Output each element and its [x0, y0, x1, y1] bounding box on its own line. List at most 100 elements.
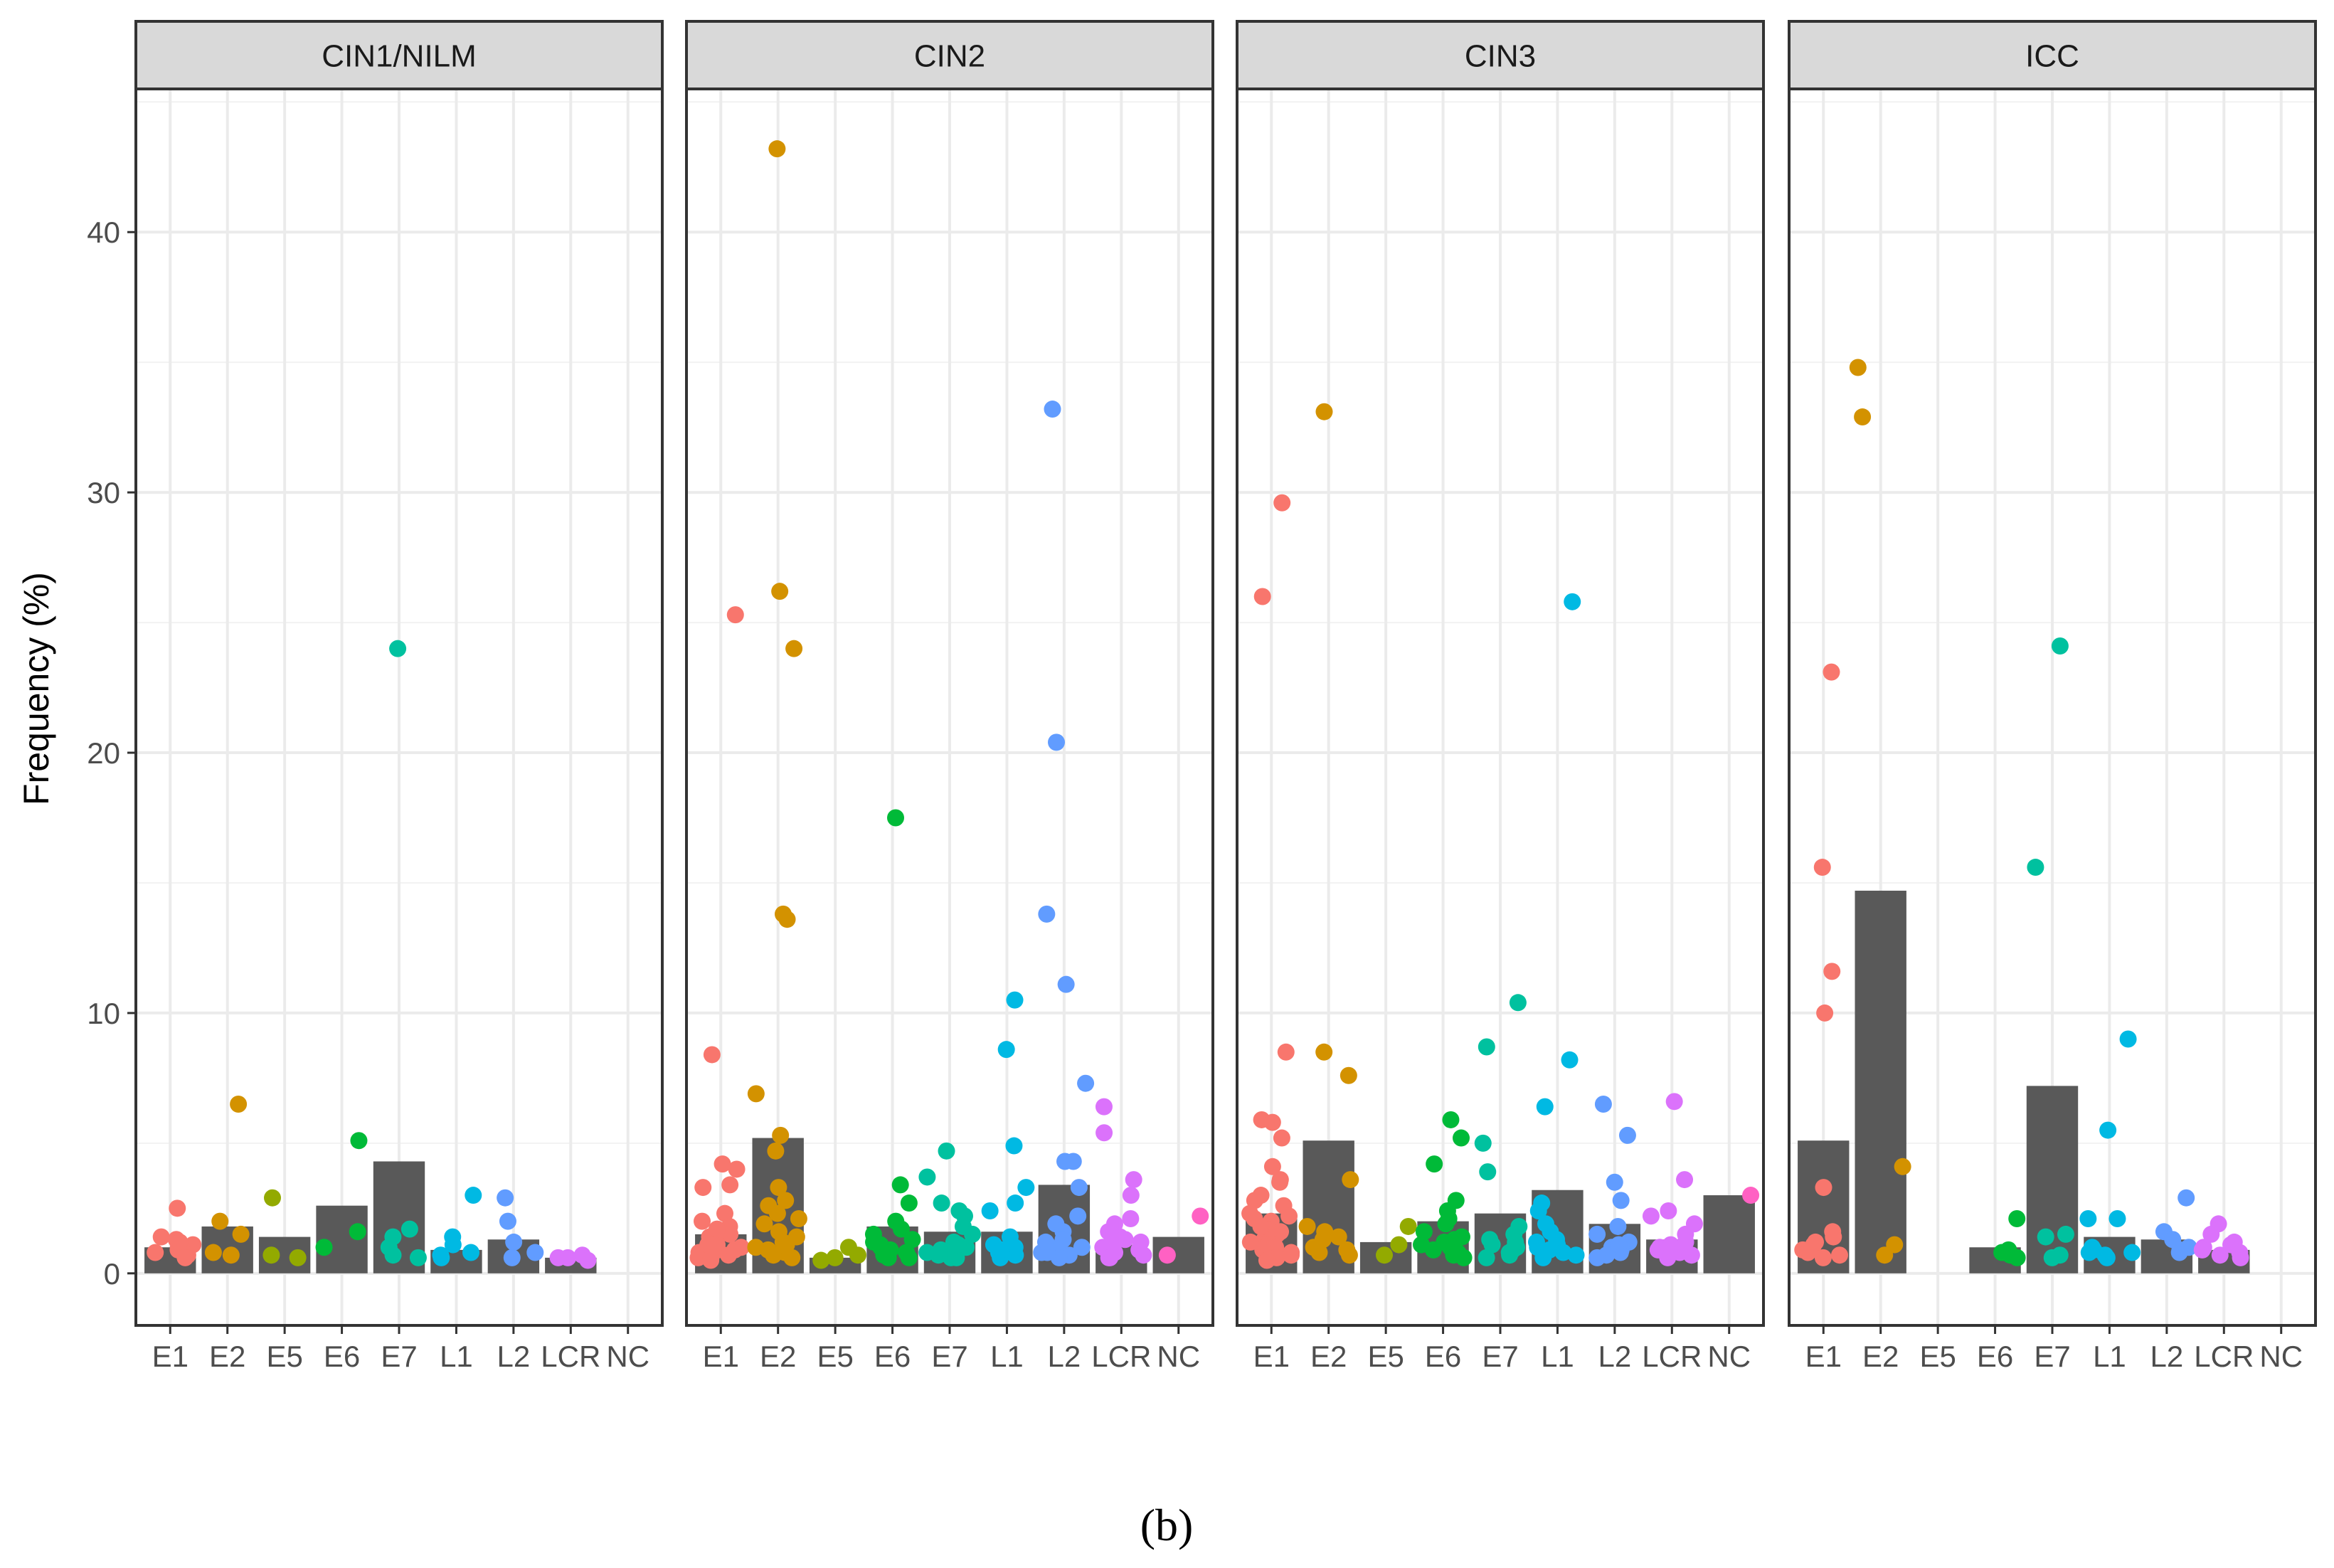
point-E1	[716, 1204, 734, 1222]
x-tick-label: E1	[152, 1340, 189, 1373]
point-E1	[703, 1046, 721, 1064]
point-E7	[1483, 1236, 1501, 1254]
point-LCR	[1682, 1246, 1700, 1264]
point-E5	[262, 1246, 280, 1264]
point-L1	[1005, 1137, 1023, 1155]
point-L1	[1567, 1246, 1585, 1264]
point-L2	[1588, 1249, 1606, 1266]
point-E2	[1876, 1246, 1894, 1264]
point-E1	[699, 1236, 717, 1254]
point-E1	[1253, 588, 1271, 605]
point-L1	[1529, 1202, 1547, 1220]
point-E5	[263, 1189, 281, 1207]
panel-cin2: CIN2 E1 E2 E5 E6 E7 L1 L2 LCR NC	[685, 20, 1214, 1373]
point-E7	[1509, 994, 1527, 1012]
point-E2	[790, 1209, 807, 1227]
point-L2	[1618, 1126, 1636, 1144]
point-LCR	[579, 1251, 597, 1269]
point-E7	[401, 1220, 418, 1238]
point-E1	[1258, 1251, 1275, 1269]
y-tick-label: 0	[104, 1257, 120, 1291]
point-LCR	[559, 1249, 577, 1266]
point-E2	[785, 640, 803, 657]
point-L2	[1073, 1239, 1091, 1256]
point-E6	[1426, 1155, 1443, 1173]
point-L1	[1527, 1233, 1545, 1251]
x-tick-label: E7	[931, 1340, 967, 1373]
x-tick-label: E7	[1482, 1340, 1518, 1373]
point-L1	[1017, 1179, 1035, 1197]
x-tick-label: NC	[1707, 1340, 1751, 1373]
point-E2	[1315, 1043, 1333, 1061]
point-E1	[1277, 1043, 1295, 1061]
x-tick-label: E2	[1862, 1340, 1899, 1373]
point-E2	[770, 1179, 787, 1197]
point-LCR	[1659, 1249, 1677, 1266]
point-LCR	[1135, 1246, 1152, 1264]
point-E2	[222, 1246, 240, 1264]
point-E7	[2043, 1249, 2061, 1266]
x-tick-label: E5	[817, 1340, 853, 1373]
strip-title: CIN3	[1465, 39, 1536, 74]
point-L1	[462, 1244, 480, 1261]
point-E1	[1814, 1249, 1832, 1266]
figure-caption: (b)	[1140, 1500, 1194, 1550]
point-E6	[315, 1239, 333, 1256]
point-E2	[783, 1249, 801, 1266]
y-tick-label: 40	[87, 216, 120, 249]
x-tick-label: E6	[1977, 1340, 2013, 1373]
y-axis-title: Frequency (%)	[16, 572, 56, 805]
bar-E2	[1855, 890, 1906, 1273]
x-tick-label: E5	[1919, 1340, 1956, 1373]
point-LCR	[2193, 1241, 2211, 1259]
x-tick-label: NC	[1157, 1340, 1200, 1373]
point-E1	[708, 1220, 726, 1238]
strip-title: CIN1/NILM	[322, 39, 477, 74]
point-E5	[1390, 1236, 1408, 1254]
point-L1	[1007, 1194, 1024, 1212]
point-E1	[169, 1199, 186, 1217]
point-E7	[1478, 1038, 1495, 1056]
point-E7	[389, 640, 407, 657]
point-L1	[2080, 1244, 2098, 1261]
y-axis: 0 10 20 30 40	[87, 216, 136, 1291]
bar-NC	[1703, 1195, 1755, 1273]
panel-cin1-nilm: CIN1/NILM E1 E2 E5 E6 E7 L1 L2 LCR NC	[134, 20, 664, 1373]
point-E2	[1330, 1228, 1347, 1246]
strip-background	[1236, 20, 1765, 90]
x-tick-label: E7	[2034, 1340, 2070, 1373]
point-LCR	[2202, 1225, 2220, 1243]
point-E1	[1825, 1228, 1842, 1246]
x-tick-label: L1	[1541, 1340, 1574, 1373]
point-E1	[728, 1160, 746, 1178]
point-E2	[778, 911, 796, 928]
point-E6	[1415, 1223, 1433, 1241]
x-tick-label: E6	[874, 1340, 911, 1373]
point-E2	[1342, 1171, 1359, 1189]
point-E6	[871, 1236, 889, 1254]
point-E1	[1273, 494, 1291, 512]
point-E1	[147, 1244, 164, 1261]
point-E6	[1452, 1129, 1470, 1147]
x-tick-label: L2	[2150, 1340, 2184, 1373]
x-tick-label: NC	[2259, 1340, 2303, 1373]
point-LCR	[1095, 1098, 1113, 1116]
point-E2	[232, 1225, 250, 1243]
point-L1	[1564, 593, 1581, 610]
point-E2	[747, 1085, 765, 1103]
point-E1	[1271, 1173, 1289, 1191]
panel-cin3: CIN3 E1 E2 E5 E6 E7 L1 L2 LCR NC	[1236, 20, 1765, 1373]
point-E2	[768, 140, 786, 158]
point-L2	[497, 1189, 514, 1207]
point-E2	[755, 1215, 773, 1233]
point-E1	[1252, 1217, 1270, 1235]
point-E5	[1399, 1217, 1417, 1235]
point-E1	[1263, 1158, 1281, 1175]
point-E7	[964, 1225, 982, 1243]
x-tick-label: E2	[1310, 1340, 1347, 1373]
x-tick-label: L2	[1048, 1340, 1081, 1373]
point-L1	[992, 1241, 1010, 1259]
point-E5	[812, 1251, 830, 1269]
point-E6	[903, 1231, 921, 1249]
